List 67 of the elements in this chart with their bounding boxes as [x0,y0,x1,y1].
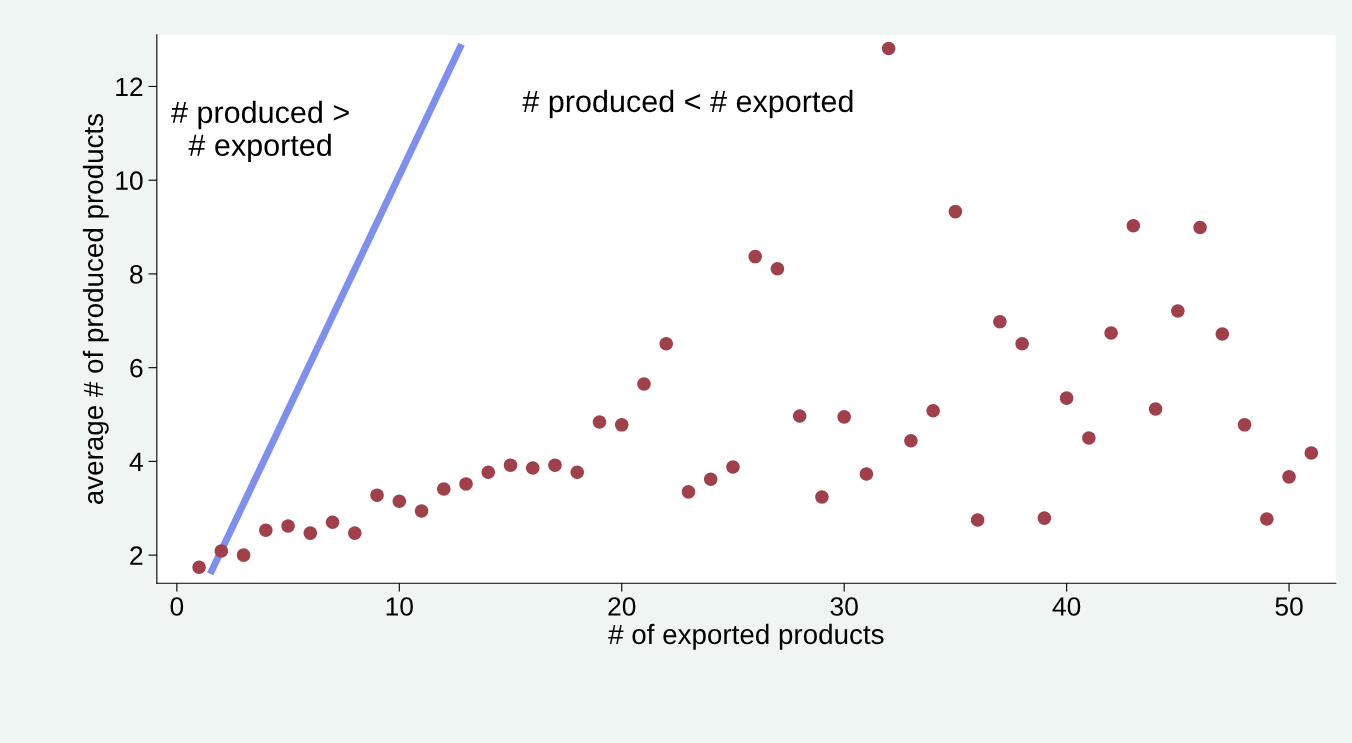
x-axis-title: # of exported products [608,623,884,650]
point [437,482,451,496]
point [1304,446,1319,460]
point [1260,512,1274,526]
point [837,410,851,424]
point [970,513,985,527]
point [592,415,607,429]
y-tick-label: 2 [130,546,143,565]
point [1082,431,1096,445]
y-tick-label: 10 [116,171,143,191]
point [414,504,429,518]
point [459,477,473,491]
point [303,526,318,540]
y-tick-label: 6 [130,358,143,378]
point [348,526,362,540]
point [281,519,295,533]
annotation: # produced > # exported [171,100,349,163]
point [1282,470,1296,484]
point [1148,402,1163,416]
point [637,377,651,391]
point [1037,511,1052,525]
point [948,204,963,219]
x-tick-label: 40 [1052,597,1081,616]
point [881,41,896,56]
y-tick-label: 4 [129,452,143,471]
point [370,488,384,502]
point [503,458,518,472]
point [392,494,407,509]
point [926,404,940,418]
point [1237,418,1252,432]
point [481,465,496,479]
point [659,337,673,351]
x-tick-label: 30 [830,597,858,616]
y-tick-label: 8 [130,265,143,284]
point [1215,327,1230,341]
point [748,249,762,264]
point [1193,220,1207,235]
point [1171,304,1185,318]
point [614,418,629,432]
point [1015,337,1029,351]
point [325,515,340,530]
annotation: # produced < # exported [522,89,853,119]
point [570,465,585,479]
x-tick-label: 20 [608,597,636,616]
point [904,434,918,448]
point [236,548,251,562]
x-tick-label: 50 [1275,597,1303,616]
point [859,467,874,481]
point [726,460,740,474]
point [792,409,807,423]
point [993,314,1007,329]
x-tick-label: 10 [386,597,413,616]
x-tick-label: 0 [170,597,184,616]
point [1059,391,1074,405]
point [681,485,696,499]
point [214,544,229,558]
point [1126,218,1141,233]
point [259,523,273,538]
y-axis-title: average # of produced products [82,113,109,505]
point [192,560,206,575]
point [548,458,562,472]
point [525,461,540,475]
point [770,262,785,276]
point [1104,326,1118,340]
point [703,472,718,486]
y-tick-label: 12 [116,77,143,97]
point [815,490,829,504]
